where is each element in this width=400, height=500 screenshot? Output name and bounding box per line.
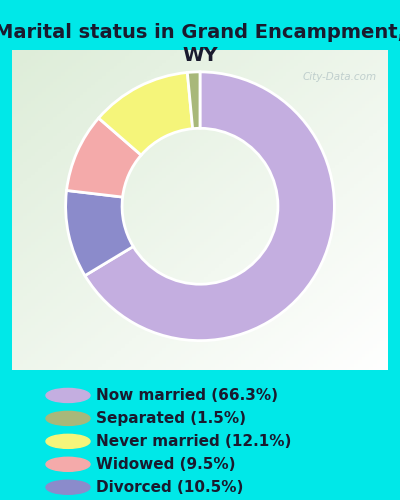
Text: Separated (1.5%): Separated (1.5%) [96,411,246,426]
Text: Marital status in Grand Encampment,
WY: Marital status in Grand Encampment, WY [0,22,400,65]
Text: Now married (66.3%): Now married (66.3%) [96,388,278,403]
Wedge shape [85,72,334,340]
Text: City-Data.com: City-Data.com [302,72,377,83]
Circle shape [46,412,90,426]
Circle shape [46,458,90,471]
Wedge shape [66,118,141,197]
Text: Never married (12.1%): Never married (12.1%) [96,434,291,449]
Text: Widowed (9.5%): Widowed (9.5%) [96,457,236,472]
Circle shape [46,388,90,402]
Circle shape [46,480,90,494]
Text: Divorced (10.5%): Divorced (10.5%) [96,480,243,495]
Wedge shape [66,190,133,276]
Wedge shape [98,72,193,155]
Circle shape [46,434,90,448]
Wedge shape [187,72,200,128]
